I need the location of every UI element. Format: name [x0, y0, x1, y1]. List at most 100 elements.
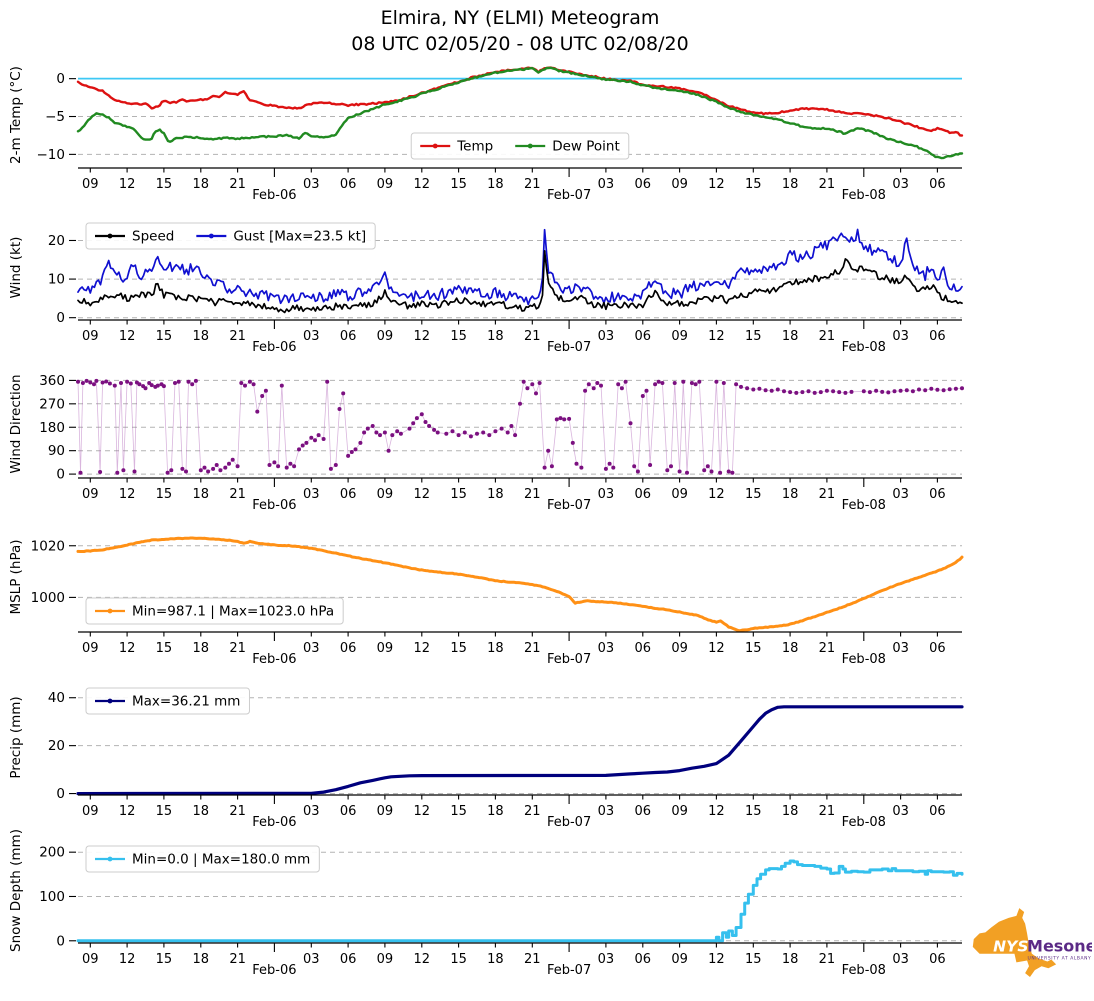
svg-text:06: 06 — [340, 641, 357, 656]
svg-text:21: 21 — [819, 487, 836, 502]
svg-text:09: 09 — [671, 641, 688, 656]
svg-text:06: 06 — [635, 329, 652, 344]
svg-text:03: 03 — [598, 487, 615, 502]
svg-text:10: 10 — [48, 272, 65, 288]
svg-text:Feb-06: Feb-06 — [252, 815, 296, 830]
svg-text:0: 0 — [56, 933, 65, 949]
svg-text:270: 270 — [39, 396, 65, 412]
svg-text:09: 09 — [82, 177, 99, 192]
svg-text:Feb-06: Feb-06 — [252, 340, 296, 355]
svg-text:15: 15 — [156, 641, 173, 656]
svg-text:09: 09 — [671, 804, 688, 819]
svg-text:12: 12 — [119, 177, 136, 192]
svg-text:Feb-08: Feb-08 — [842, 340, 886, 355]
svg-text:21: 21 — [819, 641, 836, 656]
svg-text:180: 180 — [39, 420, 65, 436]
svg-text:03: 03 — [303, 641, 320, 656]
panel-precip-x-axis: 09 12 15 18 21 Feb-06 03 06 09 12 15 18 21 Feb-07 03 06… — [82, 795, 946, 830]
svg-text:21: 21 — [819, 177, 836, 192]
svg-text:1000: 1000 — [31, 590, 65, 606]
svg-text:15: 15 — [745, 804, 762, 819]
panel-wind-x-axis: 09 12 15 18 21 Feb-06 03 06 09 12 15 18 21 Feb-07 03 06… — [82, 320, 946, 355]
svg-text:21: 21 — [819, 952, 836, 967]
svg-text:06: 06 — [340, 952, 357, 967]
svg-text:18: 18 — [487, 641, 504, 656]
svg-text:0: 0 — [56, 310, 65, 326]
svg-text:200: 200 — [39, 845, 65, 861]
page-title: Elmira, NY (ELMI) Meteogram — [380, 7, 660, 29]
svg-text:06: 06 — [635, 952, 652, 967]
svg-text:03: 03 — [892, 641, 909, 656]
svg-text:0: 0 — [56, 786, 65, 802]
logo-nys-text: NYS — [993, 938, 1028, 956]
svg-text:09: 09 — [377, 952, 394, 967]
svg-text:Max=36.21 mm: Max=36.21 mm — [132, 694, 240, 710]
svg-text:15: 15 — [156, 952, 173, 967]
panel-mslp-ylabel: MSLP (hPa) — [8, 539, 24, 614]
panel-wdir-ylabel: Wind Direction — [8, 374, 24, 473]
svg-text:03: 03 — [892, 952, 909, 967]
svg-text:09: 09 — [377, 641, 394, 656]
svg-text:18: 18 — [193, 177, 210, 192]
svg-text:09: 09 — [377, 177, 394, 192]
svg-text:12: 12 — [414, 329, 431, 344]
svg-text:09: 09 — [671, 329, 688, 344]
svg-text:06: 06 — [635, 177, 652, 192]
svg-text:03: 03 — [598, 329, 615, 344]
panel-precip-y-axis: 0 20 40 — [48, 690, 76, 802]
svg-text:15: 15 — [745, 177, 762, 192]
svg-text:21: 21 — [229, 329, 246, 344]
svg-text:03: 03 — [892, 329, 909, 344]
svg-text:18: 18 — [782, 952, 799, 967]
svg-text:03: 03 — [598, 952, 615, 967]
svg-text:06: 06 — [635, 804, 652, 819]
svg-text:09: 09 — [671, 177, 688, 192]
svg-text:03: 03 — [303, 487, 320, 502]
svg-text:18: 18 — [487, 952, 504, 967]
svg-text:18: 18 — [782, 804, 799, 819]
svg-text:40: 40 — [48, 690, 65, 706]
svg-text:15: 15 — [450, 177, 467, 192]
panel-temp-y-axis: 0 −5 −10 — [37, 71, 76, 163]
svg-text:03: 03 — [303, 177, 320, 192]
svg-text:09: 09 — [377, 804, 394, 819]
svg-text:Feb-08: Feb-08 — [842, 963, 886, 978]
svg-text:15: 15 — [156, 804, 173, 819]
svg-text:Feb-08: Feb-08 — [842, 188, 886, 203]
svg-text:15: 15 — [745, 329, 762, 344]
panel-snow-x-axis: 09 12 15 18 21 Feb-06 03 06 09 12 15 18 21 Feb-07 03 06… — [82, 943, 946, 978]
precip-line — [76, 705, 964, 796]
svg-text:06: 06 — [340, 329, 357, 344]
snow-legend: Min=0.0 | Max=180.0 mm — [85, 845, 320, 873]
svg-text:12: 12 — [708, 952, 725, 967]
svg-text:12: 12 — [119, 487, 136, 502]
svg-text:15: 15 — [745, 641, 762, 656]
svg-text:0: 0 — [56, 467, 65, 483]
temp-legend: Temp Dew Point — [410, 132, 630, 160]
svg-text:09: 09 — [82, 329, 99, 344]
svg-text:12: 12 — [414, 804, 431, 819]
svg-text:Feb-06: Feb-06 — [252, 652, 296, 667]
svg-text:09: 09 — [377, 329, 394, 344]
svg-text:Feb-07: Feb-07 — [547, 188, 591, 203]
svg-text:03: 03 — [892, 804, 909, 819]
svg-text:21: 21 — [819, 329, 836, 344]
svg-text:18: 18 — [193, 804, 210, 819]
svg-text:06: 06 — [929, 952, 946, 967]
svg-text:−5: −5 — [45, 109, 65, 125]
svg-text:15: 15 — [156, 487, 173, 502]
svg-text:09: 09 — [82, 952, 99, 967]
mslp-line — [76, 536, 964, 633]
svg-text:21: 21 — [229, 952, 246, 967]
svg-text:Feb-08: Feb-08 — [842, 815, 886, 830]
svg-text:09: 09 — [377, 487, 394, 502]
svg-text:12: 12 — [414, 487, 431, 502]
svg-text:Min=0.0 | Max=180.0 mm: Min=0.0 | Max=180.0 mm — [132, 852, 310, 868]
svg-text:15: 15 — [450, 329, 467, 344]
svg-text:18: 18 — [193, 329, 210, 344]
svg-text:100: 100 — [39, 889, 65, 905]
svg-text:15: 15 — [156, 329, 173, 344]
svg-text:18: 18 — [782, 487, 799, 502]
